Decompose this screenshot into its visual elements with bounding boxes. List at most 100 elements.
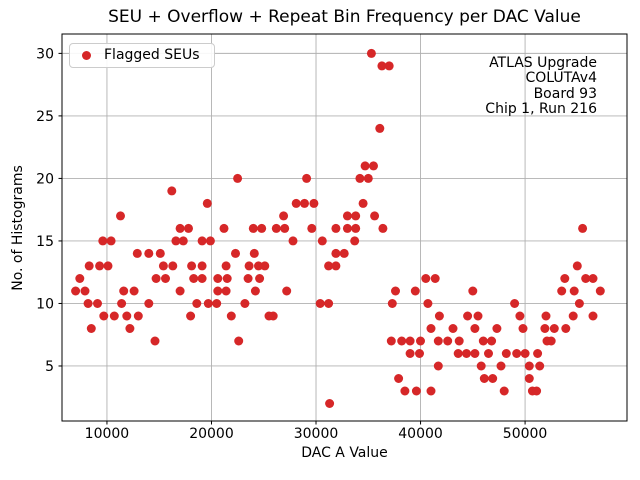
chart-title: SEU + Overflow + Repeat Bin Frequency pe… [108,7,581,27]
data-point [158,261,168,271]
data-point [512,349,522,358]
data-point [363,173,373,183]
data-point [302,173,312,183]
data-point [578,223,588,233]
data-point [150,336,160,346]
annotation-line-1: ATLAS Upgrade [489,55,597,71]
data-point [405,336,415,346]
data-point [133,311,143,321]
data-point [588,311,598,321]
data-point [358,198,368,208]
data-point [117,299,127,308]
data-point [463,311,473,321]
data-point [248,223,258,233]
data-point [434,311,444,321]
data-point [595,286,605,296]
data-point [387,299,397,308]
data-point [443,336,453,346]
data-point [240,299,250,308]
data-point [324,299,334,308]
data-point [83,299,93,308]
data-point [339,248,349,258]
data-point [122,311,132,321]
data-point [282,286,292,296]
data-point [233,173,243,183]
data-point [244,261,254,271]
data-point [84,261,94,271]
data-point [106,236,116,246]
data-point [426,324,436,333]
axes-frame [61,33,628,422]
annotation-text: ATLAS Upgrade COLUTAv4 Board 93 Chip 1, … [485,55,597,118]
y-tick-label: 10 [36,296,54,312]
annotation-line-4: Chip 1, Run 216 [485,101,597,118]
data-point [231,248,240,258]
data-point [144,299,154,308]
data-point [86,324,96,333]
data-point [400,386,410,396]
data-point [221,286,231,296]
data-point [331,261,341,271]
data-point [524,361,534,371]
data-point [386,336,396,346]
data-point [410,286,420,296]
data-point [132,248,142,258]
data-point [561,324,571,333]
data-point [351,211,361,221]
data-point [168,261,178,271]
data-point [222,274,232,283]
data-point [499,386,509,396]
data-point [254,261,263,271]
data-point [119,286,129,296]
data-point [300,198,309,208]
data-point [271,223,281,233]
legend-marker-dot [82,51,91,60]
data-point [423,299,433,308]
annotation-line-3: Board 93 [533,85,597,102]
data-point [250,286,260,296]
data-point [433,361,443,371]
data-point [369,161,378,171]
data-point [325,399,335,408]
data-point [426,386,436,396]
x-tick-label: 10000 [85,426,130,442]
data-point [377,61,387,71]
data-point [212,299,222,308]
data-point [71,286,81,296]
data-point [560,274,570,283]
y-axis-label: No. of Histograms [10,165,26,291]
data-point [454,336,464,346]
data-point [342,211,352,221]
data-point [189,274,199,283]
data-point [540,324,550,333]
data-point [405,349,415,358]
data-point [260,261,270,271]
data-point [80,286,90,296]
data-point [557,286,567,296]
y-tick-label: 20 [36,171,54,187]
data-point [510,299,520,308]
data-point [103,261,113,271]
data-point [257,223,267,233]
data-point [331,248,341,258]
data-point [178,236,188,246]
legend: Flagged SEUs [69,43,215,68]
y-tick-label: 25 [36,109,54,125]
data-point [268,311,278,321]
data-point [307,223,317,233]
data-point [197,274,207,283]
data-point [161,274,170,283]
data-point [515,311,525,321]
data-point [484,349,493,358]
data-point [588,274,598,283]
data-point [366,48,376,58]
data-point [549,324,559,333]
data-point [203,299,213,308]
data-point [415,349,424,358]
data-point [487,336,497,346]
data-point [315,299,325,308]
x-tick-label: 20000 [189,426,234,442]
data-point [462,349,471,358]
data-point [221,261,231,271]
x-tick-label: 30000 [294,426,339,442]
